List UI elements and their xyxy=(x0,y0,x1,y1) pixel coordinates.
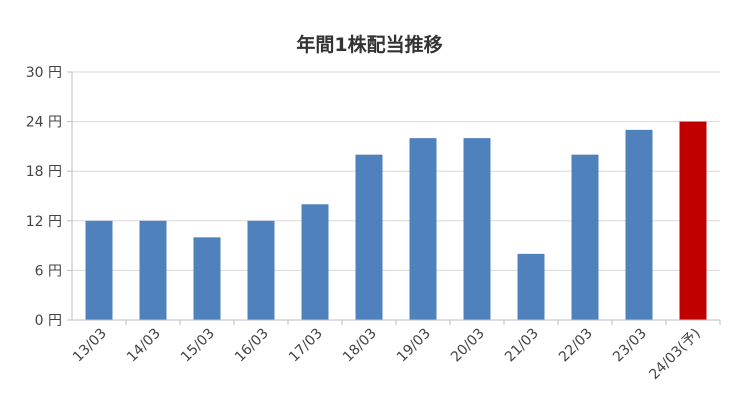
bar-18/03 xyxy=(355,154,383,320)
chart-title: 年間1株配当推移 xyxy=(296,34,443,56)
x-tick-label: 16/03 xyxy=(232,326,272,366)
bar-16/03 xyxy=(247,220,275,320)
x-tick-label: 17/03 xyxy=(286,326,326,366)
x-tick-label: 22/03 xyxy=(556,326,596,366)
x-tick-label: 20/03 xyxy=(448,326,488,366)
y-tick-label: 0 円 xyxy=(35,313,62,329)
x-tick-label: 15/03 xyxy=(178,326,218,366)
grid-lines xyxy=(72,71,720,271)
bar-15/03 xyxy=(193,237,221,320)
y-tick-label: 24 円 xyxy=(26,115,62,131)
bar-21/03 xyxy=(517,253,545,320)
y-tick-label: 12 円 xyxy=(26,214,62,230)
y-tick-labels: 0 円 6 円 12 円 18 円 24 円 30 円 xyxy=(26,65,62,329)
bar-17/03 xyxy=(301,204,329,320)
x-tick-label: 24/03(予) xyxy=(646,326,703,383)
bars xyxy=(85,121,707,320)
x-tick-label: 13/03 xyxy=(70,326,110,366)
bar-24/03(予) xyxy=(679,121,707,320)
bar-23/03 xyxy=(625,129,653,320)
x-tick-label: 23/03 xyxy=(610,326,650,366)
y-tick-label: 18 円 xyxy=(26,164,62,180)
bar-22/03 xyxy=(571,154,599,320)
x-tick-labels: 13/03 14/03 15/03 16/03 17/03 18/03 19/03 20/03… xyxy=(70,326,704,383)
y-tick-label: 6 円 xyxy=(35,263,62,279)
bar-13/03 xyxy=(85,220,113,320)
axes xyxy=(67,71,721,325)
bar-20/03 xyxy=(463,138,491,320)
bar-14/03 xyxy=(139,220,167,320)
bar-19/03 xyxy=(409,138,437,320)
y-tick-label: 30 円 xyxy=(26,65,62,81)
x-tick-label: 14/03 xyxy=(124,326,164,366)
x-tick-label: 19/03 xyxy=(394,326,434,366)
x-tick-label: 18/03 xyxy=(340,326,380,366)
x-tick-label: 21/03 xyxy=(502,326,542,366)
